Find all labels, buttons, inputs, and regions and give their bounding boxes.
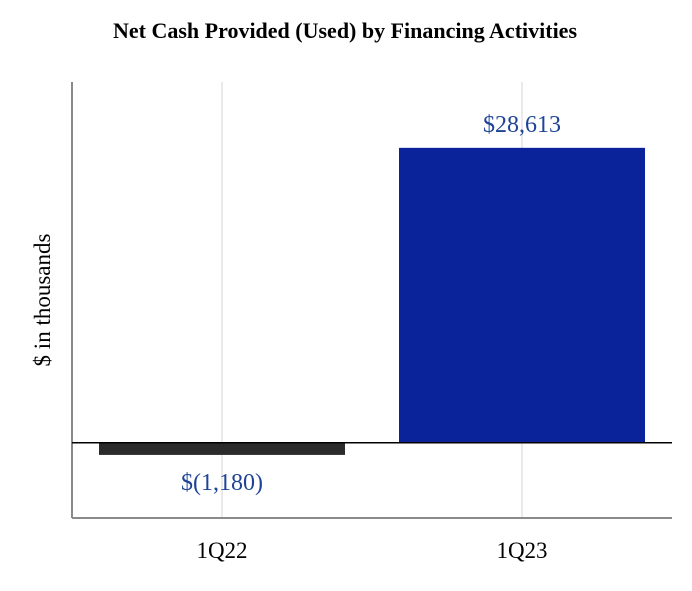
x-tick-label-1q23: 1Q23: [496, 538, 547, 563]
bar-1q23: [399, 147, 645, 443]
x-tick-labels: 1Q22 1Q23: [196, 538, 547, 563]
chart-title: Net Cash Provided (Used) by Financing Ac…: [113, 18, 577, 43]
bar-1q22: [99, 442, 345, 455]
x-tick-label-1q22: 1Q22: [196, 538, 247, 563]
bars: [99, 147, 645, 455]
data-labels: $(1,180) $28,613: [181, 112, 561, 496]
y-axis-label: $ in thousands: [30, 234, 55, 367]
data-label-1q23: $28,613: [483, 112, 561, 138]
data-label-1q22: $(1,180): [181, 470, 263, 496]
axes: [71, 82, 672, 519]
